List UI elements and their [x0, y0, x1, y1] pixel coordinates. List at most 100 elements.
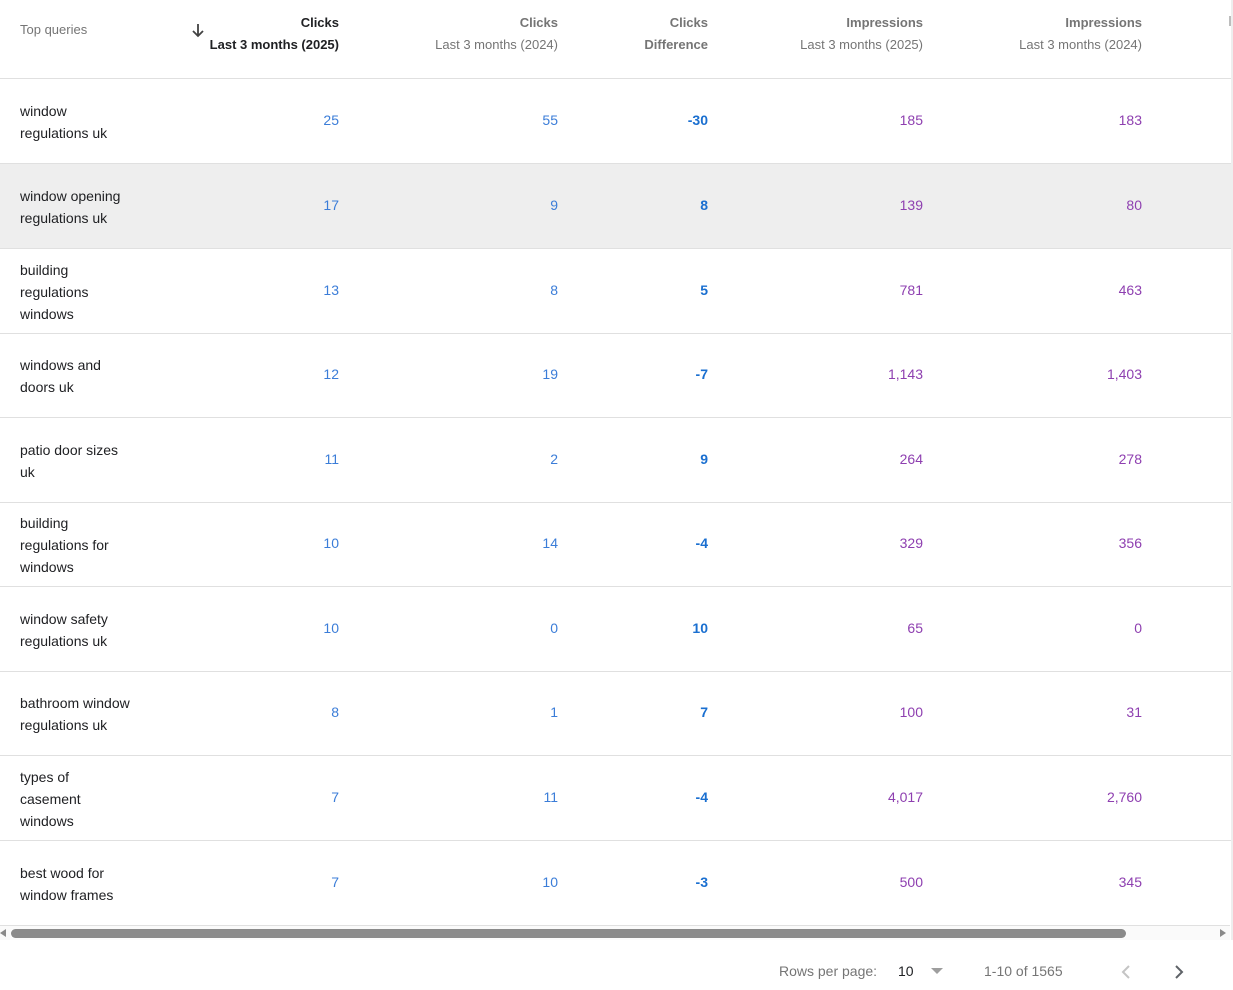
- header-clicks-difference[interactable]: Clicks Difference: [589, 12, 708, 56]
- next-column-edge: [1229, 16, 1231, 26]
- header-line1: Impressions: [1065, 15, 1142, 30]
- header-line2: Difference: [644, 37, 708, 52]
- header-top-queries[interactable]: Top queries: [20, 22, 88, 37]
- arrow-down-icon[interactable]: [190, 22, 206, 40]
- scroll-left-arrow-icon[interactable]: [0, 929, 6, 937]
- query-cell[interactable]: window safety regulations uk: [20, 611, 108, 649]
- query-cell[interactable]: best wood for window frames: [20, 865, 114, 903]
- cell-impressions-2025: 139: [899, 197, 923, 213]
- query-cell[interactable]: patio door sizes uk: [20, 442, 119, 480]
- cell-impressions-2024: 356: [1118, 535, 1142, 551]
- cell-clicks-difference: -4: [695, 789, 708, 805]
- header-impressions-2025[interactable]: Impressions Last 3 months (2025): [764, 12, 923, 56]
- cell-clicks-difference: -3: [695, 874, 708, 890]
- cell-clicks-difference: 8: [700, 197, 708, 213]
- cell-clicks-2025: 8: [331, 704, 339, 720]
- cell-impressions-2025: 65: [907, 620, 923, 636]
- scroll-thumb[interactable]: [11, 929, 1126, 938]
- query-cell[interactable]: window opening regulations uk: [20, 188, 121, 226]
- cell-impressions-2024: 2,760: [1106, 789, 1142, 805]
- cell-clicks-2025: 12: [323, 366, 339, 382]
- rows-per-page-select[interactable]: 10: [898, 963, 914, 979]
- table-row[interactable]: types of casement windows 7 11 -4 4,017 2,760: [0, 756, 1232, 841]
- chevron-right-icon[interactable]: [1167, 960, 1191, 984]
- cell-clicks-2024: 55: [542, 112, 558, 128]
- cell-impressions-2025: 264: [899, 451, 923, 467]
- cell-impressions-2025: 1,143: [887, 366, 923, 382]
- horizontal-scrollbar[interactable]: [0, 925, 1230, 940]
- cell-clicks-2025: 10: [323, 620, 339, 636]
- cell-clicks-2024: 10: [542, 874, 558, 890]
- header-line2: Last 3 months (2024): [1019, 37, 1142, 52]
- table-row[interactable]: building regulations windows 13 8 5 781 463: [0, 249, 1232, 334]
- dropdown-caret-icon[interactable]: [931, 968, 943, 974]
- cell-impressions-2024: 183: [1118, 112, 1142, 128]
- cell-clicks-difference: 5: [700, 282, 708, 298]
- cell-clicks-2025: 13: [323, 282, 339, 298]
- table-row[interactable]: windows and doors uk 12 19 -7 1,143 1,403: [0, 333, 1232, 418]
- cell-impressions-2024: 278: [1118, 451, 1142, 467]
- cell-impressions-2024: 1,403: [1106, 366, 1142, 382]
- cell-clicks-2025: 17: [323, 197, 339, 213]
- query-cell[interactable]: types of casement windows: [20, 769, 81, 829]
- page-range: 1-10 of 1565: [984, 963, 1063, 979]
- query-cell[interactable]: window regulations uk: [20, 103, 108, 141]
- table-row[interactable]: window safety regulations uk 10 0 10 65 0: [0, 587, 1232, 672]
- cell-impressions-2025: 500: [899, 874, 923, 890]
- header-impressions-2024[interactable]: Impressions Last 3 months (2024): [983, 12, 1142, 56]
- rows-per-page-label: Rows per page:: [779, 963, 878, 979]
- query-cell[interactable]: windows and doors uk: [20, 357, 101, 395]
- table-row[interactable]: bathroom window regulations uk 8 1 7 100 31: [0, 671, 1232, 756]
- header-clicks-2025[interactable]: Clicks Last 3 months (2025): [200, 12, 339, 56]
- vertical-edge: [1231, 0, 1233, 940]
- cell-impressions-2025: 329: [899, 535, 923, 551]
- cell-impressions-2025: 100: [899, 704, 923, 720]
- cell-clicks-difference: -30: [687, 112, 708, 128]
- query-cell[interactable]: building regulations for windows: [20, 515, 109, 575]
- header-line2: Last 3 months (2025): [209, 37, 339, 52]
- scroll-right-arrow-icon[interactable]: [1220, 929, 1226, 937]
- cell-clicks-2025: 25: [323, 112, 339, 128]
- cell-clicks-2024: 1: [550, 704, 558, 720]
- cell-impressions-2024: 31: [1126, 704, 1142, 720]
- cell-clicks-difference: 7: [700, 704, 708, 720]
- table-row[interactable]: building regulations for windows 10 14 -4 32…: [0, 502, 1232, 587]
- query-cell[interactable]: bathroom window regulations uk: [20, 695, 130, 733]
- cell-impressions-2024: 463: [1118, 282, 1142, 298]
- table-row[interactable]: patio door sizes uk 11 2 9 264 278: [0, 418, 1232, 503]
- header-line2: Last 3 months (2024): [435, 37, 558, 52]
- pagination-footer: Rows per page: 10 1-10 of 1565: [0, 940, 1233, 990]
- table-header: Top queries Clicks Last 3 months (2025) …: [0, 0, 1232, 79]
- cell-impressions-2024: 345: [1118, 874, 1142, 890]
- cell-clicks-difference: 10: [692, 620, 708, 636]
- chevron-left-icon[interactable]: [1114, 960, 1138, 984]
- cell-clicks-2025: 7: [331, 789, 339, 805]
- cell-clicks-2024: 19: [542, 366, 558, 382]
- table-row[interactable]: window regulations uk 25 55 -30 185 183: [0, 79, 1232, 164]
- header-line2: Last 3 months (2025): [800, 37, 923, 52]
- cell-impressions-2025: 781: [899, 282, 923, 298]
- header-line1: Clicks: [519, 15, 558, 30]
- cell-clicks-2024: 9: [550, 197, 558, 213]
- cell-clicks-2025: 7: [331, 874, 339, 890]
- cell-clicks-2025: 11: [324, 451, 339, 467]
- table-row[interactable]: window opening regulations uk 17 9 8 139 80: [0, 164, 1232, 249]
- table-row[interactable]: best wood for window frames 7 10 -3 500 345: [0, 841, 1232, 925]
- queries-table: Top queries Clicks Last 3 months (2025) …: [0, 0, 1232, 925]
- cell-impressions-2025: 185: [899, 112, 923, 128]
- cell-impressions-2024: 80: [1126, 197, 1142, 213]
- query-cell[interactable]: building regulations windows: [20, 262, 89, 322]
- header-line1: Clicks: [669, 15, 708, 30]
- cell-impressions-2024: 0: [1134, 620, 1142, 636]
- cell-clicks-2025: 10: [323, 535, 339, 551]
- cell-clicks-2024: 8: [550, 282, 558, 298]
- cell-clicks-difference: -4: [695, 535, 708, 551]
- header-clicks-2024[interactable]: Clicks Last 3 months (2024): [419, 12, 558, 56]
- header-line1: Impressions: [846, 15, 923, 30]
- header-line1: Clicks: [300, 15, 339, 30]
- cell-clicks-2024: 0: [550, 620, 558, 636]
- cell-clicks-difference: -7: [695, 366, 708, 382]
- cell-clicks-2024: 11: [543, 789, 558, 805]
- cell-clicks-2024: 2: [550, 451, 558, 467]
- cell-clicks-difference: 9: [700, 451, 708, 467]
